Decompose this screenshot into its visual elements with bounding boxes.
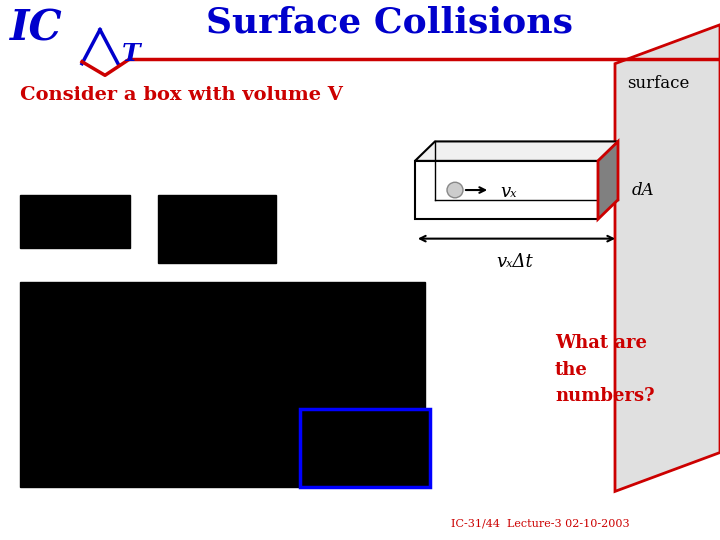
Text: Consider a box with volume V: Consider a box with volume V [20,86,343,104]
Text: What are
the
numbers?: What are the numbers? [555,334,654,406]
Text: T: T [122,42,140,65]
Circle shape [447,183,463,198]
Polygon shape [615,25,720,491]
Bar [158,195,276,263]
Text: vₓ: vₓ [500,183,516,201]
Bar [300,409,430,487]
Text: surface: surface [627,75,689,92]
Text: dA: dA [632,181,654,199]
Text: vₓΔt: vₓΔt [497,253,534,271]
Text: IC-31/44  Lecture-3 02-10-2003: IC-31/44 Lecture-3 02-10-2003 [451,518,629,528]
Polygon shape [598,141,618,219]
Polygon shape [415,141,618,161]
Polygon shape [415,161,598,219]
Bar [20,195,130,248]
Bar [20,282,425,487]
Text: IC: IC [10,7,63,49]
Text: Surface Collisions: Surface Collisions [207,5,574,39]
